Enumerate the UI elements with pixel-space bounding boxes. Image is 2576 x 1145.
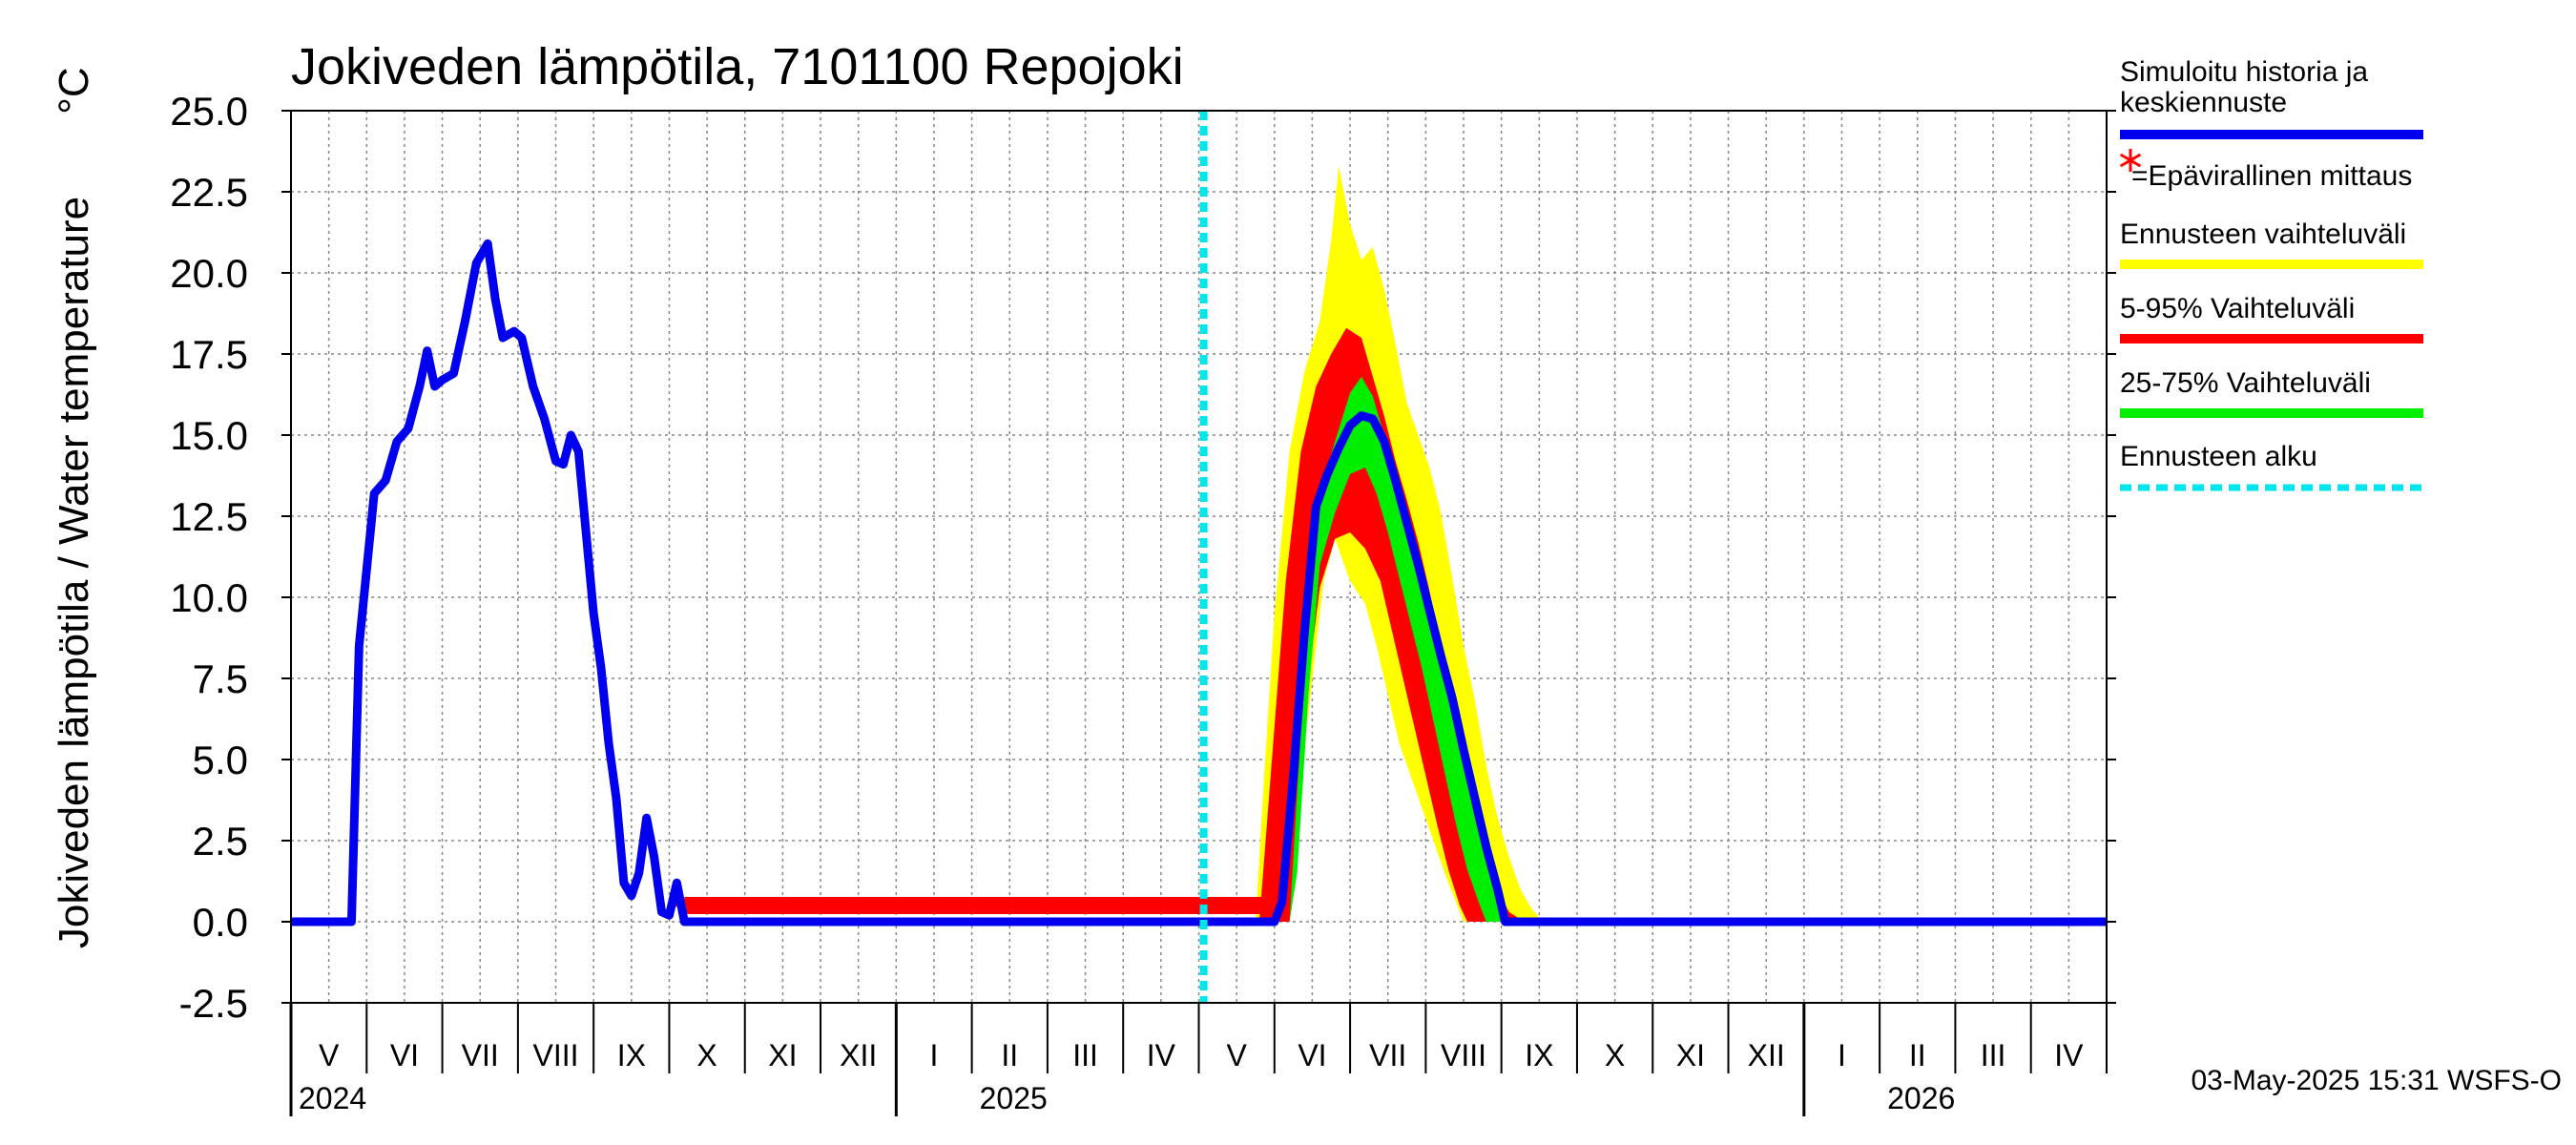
month-label: VII [1369,1038,1406,1072]
month-label: VI [390,1038,419,1072]
y-tick-label: 22.5 [170,170,248,215]
y-axis-label: Jokiveden lämpötila / Water temperature [51,197,97,948]
y-tick-label: 17.5 [170,332,248,377]
month-label: IX [1525,1038,1553,1072]
y-tick-label: 20.0 [170,251,248,296]
unofficial-measurement-star [706,897,724,914]
y-tick-label: 12.5 [170,494,248,539]
month-label: II [1001,1038,1018,1072]
unofficial-measurement-star [751,897,769,914]
unofficial-measurement-star [841,897,860,914]
month-label: X [696,1038,717,1072]
month-label: I [930,1038,939,1072]
unofficial-measurement-star [947,897,966,914]
legend-label: 5-95% Vaihteluväli [2120,293,2355,324]
unofficial-measurement-star [1099,897,1117,914]
month-label: IX [617,1038,646,1072]
month-label: V [1226,1038,1247,1072]
unofficial-measurement-star [1069,897,1087,914]
month-label: XII [840,1038,877,1072]
month-label: I [1838,1038,1846,1072]
unofficial-measurement-star [993,897,1011,914]
legend-label: Ennusteen vaihteluväli [2120,219,2406,250]
unofficial-measurement-star [1236,897,1254,914]
month-label: IV [1147,1038,1176,1072]
unofficial-measurement-star [797,897,815,914]
month-label: VII [462,1038,499,1072]
legend-label: =Epävirallinen mittaus [2131,160,2412,192]
month-label: X [1605,1038,1625,1072]
year-label: 2024 [299,1081,366,1115]
month-label: XI [768,1038,797,1072]
series-line [291,239,2107,926]
unofficial-measurement-star [1159,897,1177,914]
unofficial-measurement-star [932,897,950,914]
month-label: V [319,1038,340,1072]
unofficial-measurement-star [903,897,921,914]
unofficial-measurement-star [736,897,754,914]
unofficial-measurement-star [766,897,784,914]
y-tick-label: 2.5 [193,819,248,864]
y-tick-label: 0.0 [193,900,248,945]
legend-label: 25-75% Vaihteluväli [2120,367,2371,399]
unofficial-measurement-star [1053,897,1071,914]
legend-label: Simuloitu historia ja [2120,56,2368,88]
legend-label: Ennusteen alku [2120,441,2317,472]
chart-title: Jokiveden lämpötila, 7101100 Repojoki [291,38,1184,95]
legend-star-icon [2119,149,2142,172]
unofficial-measurement-star [720,897,738,914]
month-label: III [1981,1038,2006,1072]
unofficial-measurement-star [781,897,800,914]
unofficial-measurement-star [872,897,890,914]
y-tick-label: 15.0 [170,413,248,458]
unofficial-measurement-star [1114,897,1132,914]
unofficial-measurement-star [857,897,875,914]
axes: 25.0 22.5 20.0 17.5 15.0 12.5 10.0 7.5 5.0 2.5 0.0… [170,89,2116,1116]
unofficial-measurement-star [1144,897,1162,914]
unofficial-measurement-star [1130,897,1148,914]
y-axis-unit: °C [51,67,97,114]
unofficial-measurement-star [1220,897,1238,914]
unofficial-measurement-star [978,897,996,914]
grid-lines [290,110,2108,1004]
unofficial-measurement-star [918,897,936,914]
y-tick-label: 7.5 [193,656,248,701]
unofficial-measurement-star [812,897,830,914]
unofficial-measurement-star [1084,897,1102,914]
month-label: VI [1298,1038,1326,1072]
unofficial-measurement-star [1038,897,1056,914]
unofficial-measurement-star [1174,897,1193,914]
month-label: VIII [533,1038,579,1072]
month-label: XI [1676,1038,1705,1072]
month-label: IV [2054,1038,2084,1072]
y-tick-label: 25.0 [170,89,248,134]
unofficial-measurement-star [1250,897,1268,914]
unofficial-measurement-star [691,897,709,914]
year-label: 2025 [980,1081,1048,1115]
y-tick-label: 5.0 [193,738,248,782]
month-label: II [1909,1038,1926,1072]
band-25-75-vaihteluv-li [1289,376,1506,922]
unofficial-measurement-star [963,897,981,914]
month-label: VIII [1441,1038,1486,1072]
unofficial-measurement-star [1008,897,1027,914]
footer-timestamp: 03-May-2025 15:31 WSFS-O [2192,1065,2563,1096]
month-label: III [1072,1038,1098,1072]
y-tick-label: 10.0 [170,575,248,620]
history-and-median-line [291,239,2107,926]
y-tick-label: -2.5 [179,981,248,1026]
month-label: XII [1748,1038,1785,1072]
unofficial-measurement-marks [675,897,1283,914]
year-label: 2026 [1887,1081,1955,1115]
unofficial-measurement-star [1205,897,1223,914]
unofficial-measurement-star [887,897,905,914]
legend-label: keskiennuste [2120,87,2287,118]
unofficial-measurement-star [826,897,844,914]
unofficial-measurement-star [1024,897,1042,914]
